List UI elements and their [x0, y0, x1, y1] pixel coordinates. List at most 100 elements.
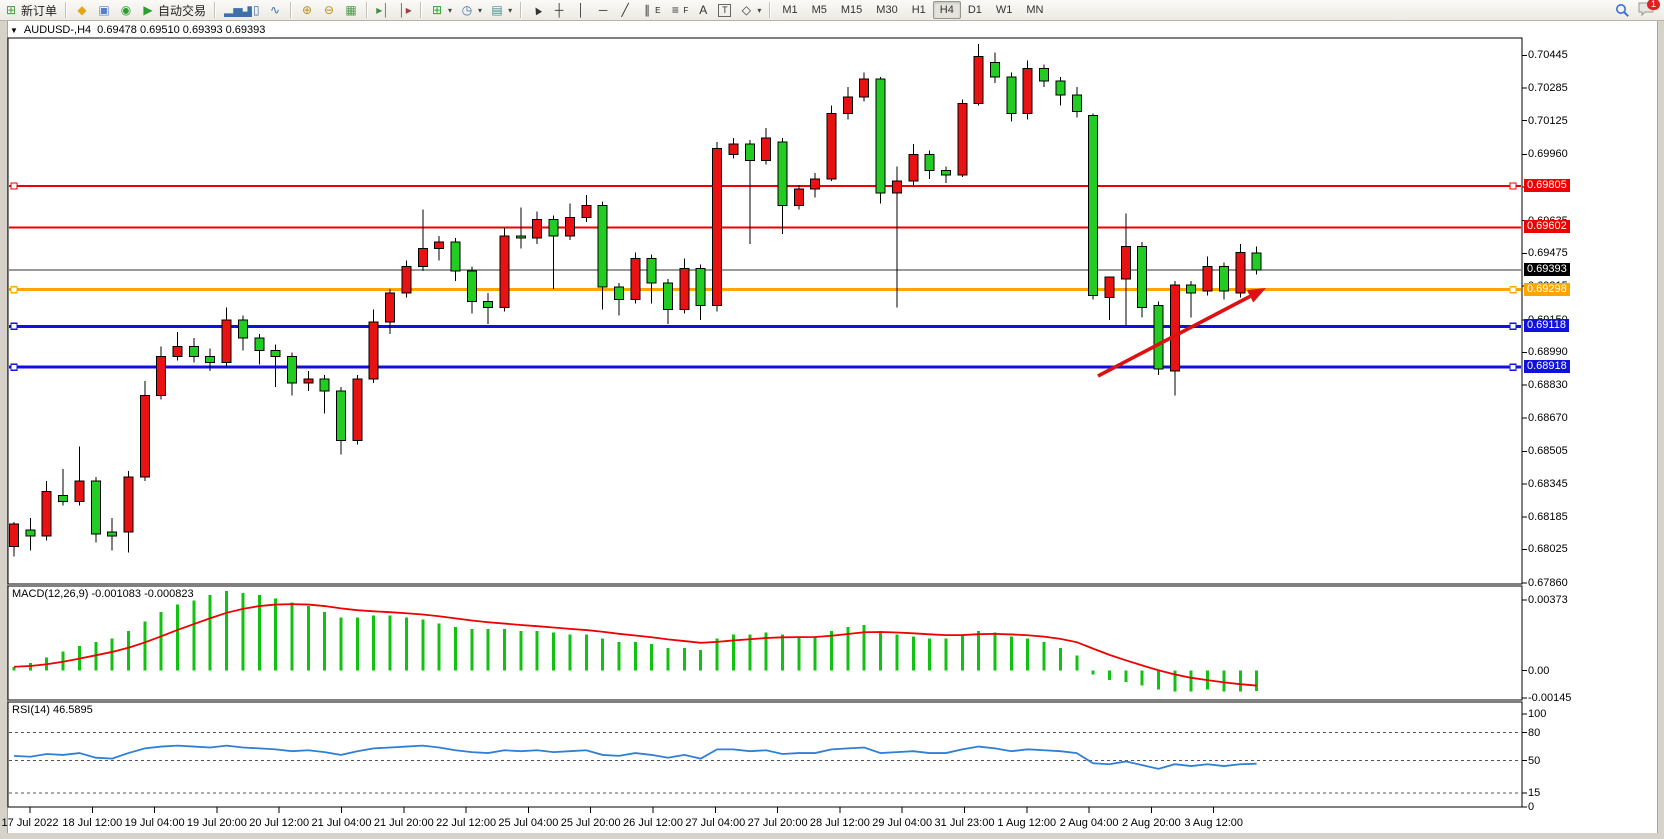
price-tick-label: 0.68345 — [1528, 478, 1568, 491]
chart-title-bar: ▼ AUDUSD-,H4 0.69478 0.69510 0.69393 0.6… — [10, 23, 265, 37]
terminal-icon[interactable]: ▣ — [93, 1, 115, 19]
vertical-line-icon: │ — [577, 3, 585, 17]
zoom-in-icon[interactable]: ⊕ — [296, 1, 318, 19]
current-price-label: 0.69393 — [1524, 263, 1570, 277]
price-level-label: 0.69118 — [1524, 319, 1569, 333]
chat-icon[interactable]: 1 — [1638, 0, 1660, 18]
timeframe-button-mn[interactable]: MN — [1026, 4, 1044, 16]
toolbar-button-label: 新订单 — [21, 3, 58, 18]
timeframe-button-m15[interactable]: M15 — [840, 4, 863, 16]
line-chart-icon: ∿ — [270, 3, 281, 17]
rsi-tick-label: 50 — [1528, 754, 1541, 767]
toolbar-separator — [420, 2, 423, 18]
horizontal-line-icon[interactable]: ─ — [592, 1, 614, 19]
fibonacci-icon[interactable]: ≡ F — [664, 1, 692, 19]
price-tick-label: 0.68670 — [1528, 411, 1568, 424]
equidistant-channel-icon[interactable]: ∥ E — [636, 1, 664, 19]
timeframe-button-m1[interactable]: M1 — [782, 4, 798, 16]
timeframe-button-w1[interactable]: W1 — [995, 4, 1013, 16]
window-bottom-edge — [0, 833, 1664, 839]
bar-chart-icon[interactable]: ▂▅▃ — [220, 1, 252, 19]
favorites-icon[interactable]: ◆ — [71, 1, 93, 19]
candlestick-chart-icon[interactable]: ▮▯ — [242, 1, 264, 19]
templates-icon: ▤ — [491, 3, 503, 17]
line-chart-icon[interactable]: ∿ — [264, 1, 286, 19]
toolbar: ⊞ 新订单 ◆ ▣ ◉ ▶ 自动交易 ▂▅▃ ▮▯ ∿ ⊕ ⊖ ▦ ▸│ │▸ ⊞ ▾ ◷ ▾ ▤ ▾ ▲ ┼ │ ─ ╱ ∥ E ≡ F… — [0, 0, 1664, 21]
search-icon[interactable] — [1615, 3, 1630, 18]
terminal-icon: ▣ — [98, 3, 110, 17]
candlesticks-layer — [9, 44, 1262, 557]
equidistant-channel-icon: ∥ — [644, 3, 651, 17]
time-tick-label: 29 Jul 04:00 — [872, 817, 933, 829]
toolbar-separator — [366, 2, 369, 18]
toolbar-separator — [520, 2, 523, 18]
new-order-button: ⊞ — [5, 3, 17, 17]
price-level-label: 0.69805 — [1524, 179, 1570, 193]
timeframe-button-d1[interactable]: D1 — [967, 4, 982, 16]
new-order-button[interactable]: ⊞ 新订单 — [0, 1, 61, 19]
symbol-dropdown-icon[interactable]: ▼ — [10, 25, 18, 35]
periods-icon: ◷ — [461, 3, 473, 17]
text-icon[interactable]: A — [692, 1, 714, 19]
price-tick-label: 0.70125 — [1528, 114, 1568, 127]
price-tick-label: 0.69475 — [1528, 247, 1568, 260]
timeframe-button-m5[interactable]: M5 — [811, 4, 827, 16]
autotrading-button[interactable]: ▶ 自动交易 — [137, 1, 210, 19]
arrows-icon[interactable]: ◇ ▾ — [735, 1, 765, 19]
cursor-icon: ▲ — [528, 0, 546, 20]
price-tick-label: 0.70285 — [1528, 82, 1568, 95]
chevron-down-icon: ▾ — [448, 5, 453, 15]
price-tick-label: 0.68830 — [1528, 379, 1568, 392]
time-tick-label: 26 Jul 12:00 — [623, 817, 683, 829]
rsi-tick-label: 15 — [1528, 787, 1541, 800]
macd-tick-label: 0.00373 — [1528, 594, 1568, 606]
rsi-tick-label: 80 — [1528, 726, 1541, 739]
time-tick-label: 28 Jul 12:00 — [809, 817, 870, 829]
timeframe-button-m30[interactable]: M30 — [876, 4, 898, 16]
price-tick-label: 0.70445 — [1528, 49, 1568, 62]
vertical-line-icon[interactable]: │ — [570, 1, 592, 19]
time-tick-label: 17 Jul 2022 — [1, 817, 59, 829]
fibonacci-icon: ≡ — [671, 3, 679, 17]
periods-icon[interactable]: ◷ ▾ — [456, 1, 486, 19]
zoom-out-icon[interactable]: ⊖ — [318, 1, 340, 19]
chart-shift-icon[interactable]: │▸ — [394, 1, 416, 19]
toolbar-separator — [769, 2, 772, 18]
autotrading-button: ▶ — [143, 3, 153, 17]
auto-scroll-icon: ▸│ — [376, 3, 390, 17]
time-tick-label: 22 Jul 12:00 — [436, 817, 497, 829]
templates-icon[interactable]: ▤ ▾ — [486, 1, 516, 19]
chevron-down-icon: ▾ — [757, 5, 762, 15]
cursor-icon[interactable]: ▲ — [526, 1, 548, 19]
add-indicator-icon[interactable]: ⊞ ▾ — [426, 1, 456, 19]
time-tick-label: 2 Aug 20:00 — [1122, 817, 1181, 829]
time-tick-label: 25 Jul 04:00 — [498, 817, 559, 829]
signals-icon[interactable]: ◉ — [115, 1, 137, 19]
candlestick-chart-icon: ▮▯ — [246, 3, 260, 17]
toolbar-separator — [214, 2, 217, 18]
timeframe-button-h4[interactable]: H4 — [932, 1, 961, 19]
chevron-down-icon: ▾ — [478, 5, 483, 15]
crosshair-icon: ┼ — [554, 3, 564, 17]
timeframe-button-h1[interactable]: H1 — [911, 4, 926, 16]
tile-windows-icon[interactable]: ▦ — [340, 1, 362, 19]
time-tick-label: 3 Aug 12:00 — [1184, 817, 1244, 829]
crosshair-icon[interactable]: ┼ — [548, 1, 570, 19]
time-tick-label: 1 Aug 12:00 — [997, 817, 1057, 829]
price-tick-label: 0.67860 — [1528, 577, 1568, 590]
price-tick-label: 0.68990 — [1528, 346, 1568, 359]
rsi-tick-label: 100 — [1528, 708, 1547, 720]
toolbar-separator — [290, 2, 293, 18]
price-tick-label: 0.68185 — [1528, 510, 1568, 523]
auto-scroll-icon[interactable]: ▸│ — [372, 1, 394, 19]
trendline-icon[interactable]: ╱ — [614, 1, 636, 19]
text-icon: A — [699, 3, 708, 17]
chart-title-symbol: AUDUSD-,H4 — [23, 24, 92, 36]
text-label-icon[interactable]: T — [714, 1, 735, 19]
time-tick-label: 18 Jul 12:00 — [62, 817, 123, 829]
trend-arrow-annotation — [1097, 288, 1266, 378]
price-tick-label: 0.68025 — [1528, 543, 1568, 556]
signals-icon: ◉ — [120, 3, 132, 17]
